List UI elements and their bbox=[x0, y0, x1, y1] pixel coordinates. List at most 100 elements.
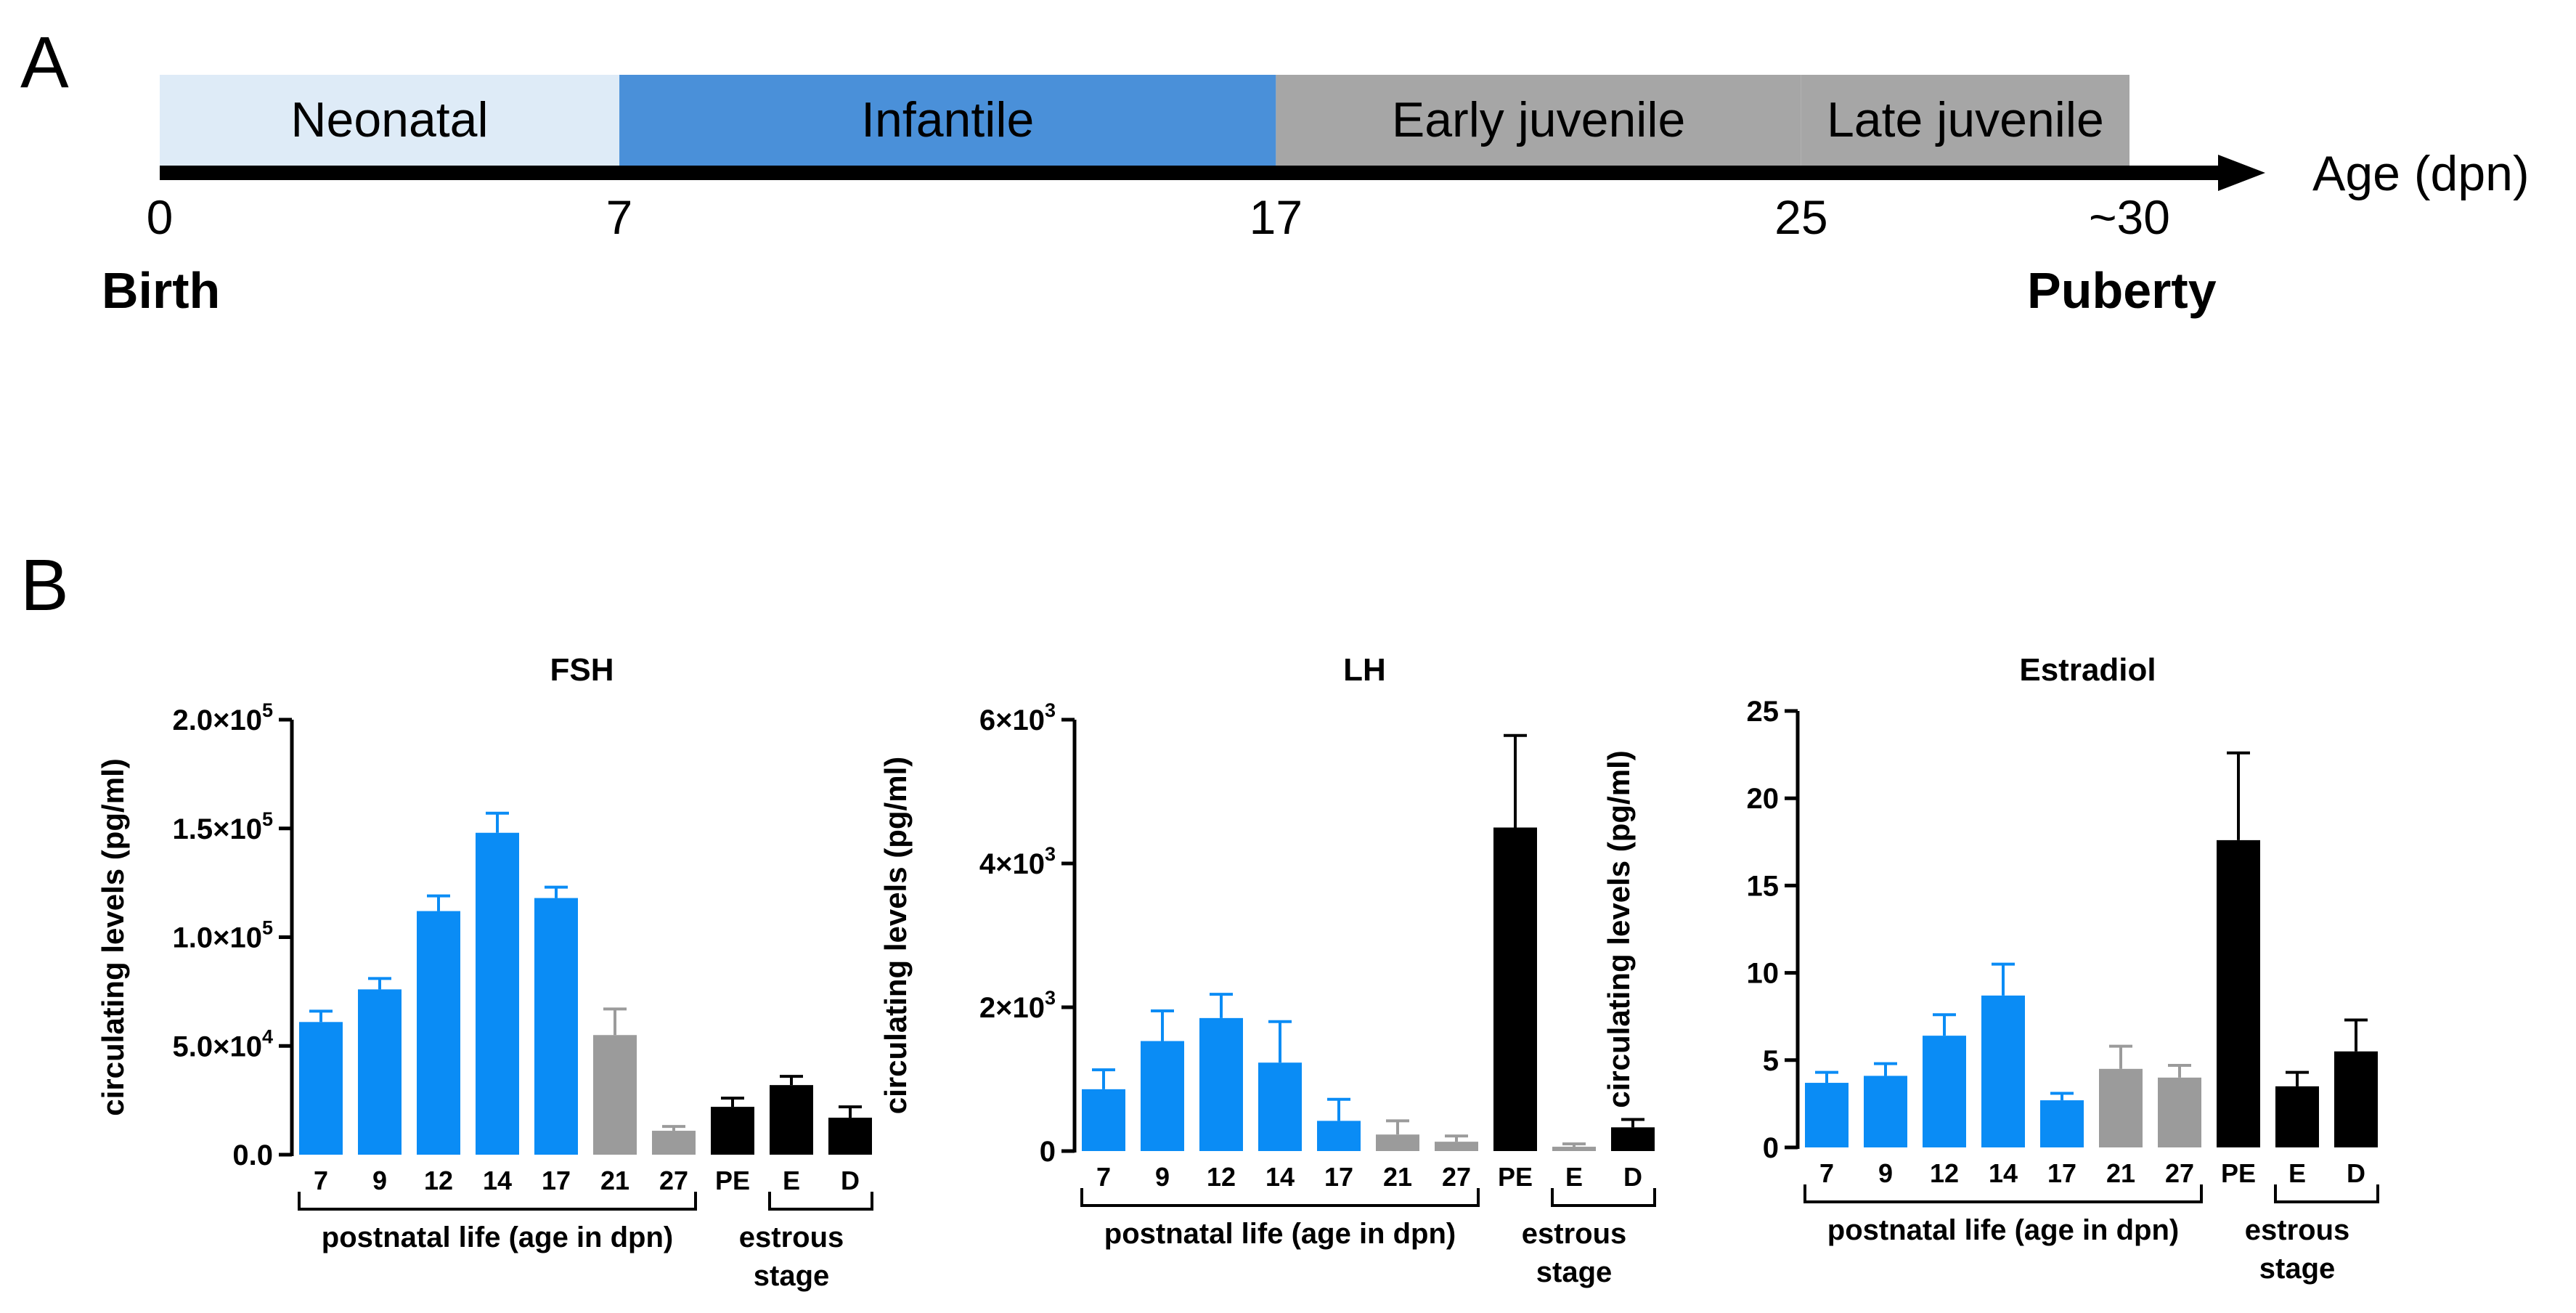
chart-title: Estradiol bbox=[2019, 652, 2156, 688]
bar-E bbox=[770, 1085, 813, 1155]
phase-label: Late juvenile bbox=[1827, 92, 2104, 147]
x-tick-label: PE bbox=[1498, 1162, 1533, 1192]
timeline-tick-label: 0 bbox=[147, 190, 174, 244]
y-tick-base: 5 bbox=[1763, 1045, 1779, 1077]
y-tick-label: 0 bbox=[1763, 1132, 1779, 1164]
panel-a-timeline: A Neonatal Infantile Early juvenile Late ju… bbox=[20, 22, 2530, 319]
phase-bar-late-juvenile bbox=[1801, 75, 2129, 167]
y-tick-exponent: 4 bbox=[262, 1025, 273, 1047]
y-tick-exponent: 3 bbox=[1045, 987, 1056, 1009]
y-tick-label: 0.0 bbox=[232, 1139, 273, 1171]
x-tick-label: 14 bbox=[1265, 1162, 1295, 1192]
bar-PE bbox=[1493, 827, 1537, 1151]
postnatal-group-label: postnatal life (age in dpn) bbox=[1827, 1214, 2179, 1246]
y-tick-label: 15 bbox=[1747, 870, 1780, 902]
y-tick-label: 25 bbox=[1747, 696, 1780, 728]
phase-bar-early-juvenile bbox=[1276, 75, 1801, 167]
x-tick-label: 9 bbox=[1155, 1162, 1170, 1192]
bar-12 bbox=[417, 911, 460, 1155]
puberty-label: Puberty bbox=[2027, 262, 2217, 319]
x-tick-label: E bbox=[1565, 1162, 1583, 1192]
bar-9 bbox=[1864, 1076, 1907, 1147]
y-tick-label: 6×103 bbox=[979, 699, 1056, 736]
y-tick-label: 1.0×105 bbox=[173, 917, 274, 954]
x-tick-label: 27 bbox=[2165, 1158, 2194, 1188]
bar-7 bbox=[299, 1022, 343, 1155]
x-tick-label: 14 bbox=[1989, 1158, 2018, 1188]
postnatal-bracket bbox=[1803, 1184, 2203, 1203]
estrous-group-label-line2: stage bbox=[754, 1260, 830, 1292]
y-tick-label: 5 bbox=[1763, 1045, 1779, 1077]
bar-21 bbox=[593, 1035, 637, 1155]
x-tick-label: 17 bbox=[542, 1166, 571, 1195]
x-tick-label: PE bbox=[2221, 1158, 2256, 1188]
x-tick-label: 9 bbox=[372, 1166, 387, 1195]
timeline-tick-label: ~30 bbox=[2089, 190, 2170, 244]
bar-27 bbox=[2158, 1077, 2201, 1147]
phase-bar-infantile bbox=[619, 75, 1276, 167]
bar-E bbox=[2275, 1086, 2319, 1147]
bar-17 bbox=[534, 898, 578, 1155]
bar-E bbox=[1552, 1147, 1596, 1151]
y-tick-label: 0 bbox=[1040, 1136, 1056, 1168]
panel-a-letter: A bbox=[20, 22, 69, 103]
y-tick-label: 1.5×105 bbox=[173, 808, 274, 845]
bar-17 bbox=[1317, 1121, 1361, 1151]
bar-12 bbox=[1199, 1017, 1243, 1151]
panel-b-letter: B bbox=[20, 545, 69, 626]
y-tick-base: 20 bbox=[1747, 783, 1780, 815]
x-tick-label: 21 bbox=[2106, 1158, 2135, 1188]
x-tick-label: 7 bbox=[1096, 1162, 1111, 1192]
bar-14 bbox=[1258, 1062, 1302, 1151]
bar-7 bbox=[1082, 1089, 1125, 1151]
bar-14 bbox=[1981, 995, 2025, 1147]
bar-9 bbox=[1141, 1041, 1184, 1151]
y-tick-base: 5.0×10 bbox=[173, 1031, 262, 1062]
estrous-group-label-line1: estrous bbox=[739, 1221, 844, 1253]
y-tick-exponent: 5 bbox=[262, 917, 273, 939]
y-tick-base: 4×10 bbox=[979, 848, 1045, 880]
x-tick-label: 12 bbox=[424, 1166, 453, 1195]
timeline-tick-label: 17 bbox=[1250, 190, 1303, 244]
timeline-tick-label: 7 bbox=[606, 190, 633, 244]
y-tick-base: 15 bbox=[1747, 870, 1780, 902]
y-axis-label: circulating levels (pg/ml) bbox=[96, 758, 130, 1115]
y-tick-label: 4×103 bbox=[979, 843, 1056, 880]
y-tick-base: 1.5×10 bbox=[173, 813, 262, 845]
postnatal-group-label: postnatal life (age in dpn) bbox=[1104, 1218, 1456, 1250]
y-tick-exponent: 5 bbox=[262, 699, 273, 721]
bar-D bbox=[828, 1118, 872, 1155]
y-tick-base: 1.0×10 bbox=[173, 922, 262, 954]
y-tick-label: 20 bbox=[1747, 783, 1780, 815]
x-tick-label: 14 bbox=[483, 1166, 512, 1195]
bar-9 bbox=[358, 989, 402, 1155]
bar-D bbox=[2334, 1051, 2378, 1147]
x-tick-label: 7 bbox=[1819, 1158, 1834, 1188]
phase-label: Neonatal bbox=[290, 92, 488, 147]
bar-21 bbox=[2099, 1068, 2143, 1147]
y-tick-exponent: 5 bbox=[262, 808, 273, 830]
phase-bar-neonatal bbox=[160, 75, 620, 167]
postnatal-group-label: postnatal life (age in dpn) bbox=[322, 1221, 673, 1253]
y-tick-exponent: 3 bbox=[1045, 699, 1056, 721]
bar-17 bbox=[2040, 1100, 2084, 1147]
y-tick-base: 0.0 bbox=[232, 1139, 273, 1171]
timeline-arrowhead bbox=[2218, 155, 2265, 191]
x-tick-label: E bbox=[2288, 1158, 2306, 1188]
chart-title: FSH bbox=[550, 652, 614, 688]
x-tick-label: 21 bbox=[1383, 1162, 1412, 1192]
bar-27 bbox=[1435, 1142, 1478, 1151]
timeline-tick-label: 25 bbox=[1774, 190, 1827, 244]
y-tick-label: 5.0×104 bbox=[173, 1025, 274, 1062]
bar-27 bbox=[652, 1131, 696, 1155]
timeline-axis-label: Age (dpn) bbox=[2312, 146, 2530, 201]
bar-12 bbox=[1923, 1036, 1966, 1147]
x-tick-label: 7 bbox=[314, 1166, 328, 1195]
bar-D bbox=[1611, 1127, 1655, 1151]
y-tick-label: 2×103 bbox=[979, 987, 1056, 1024]
bar-7 bbox=[1805, 1083, 1849, 1147]
bar-PE bbox=[2217, 840, 2260, 1147]
x-tick-label: 17 bbox=[2047, 1158, 2076, 1188]
y-tick-exponent: 3 bbox=[1045, 843, 1056, 865]
